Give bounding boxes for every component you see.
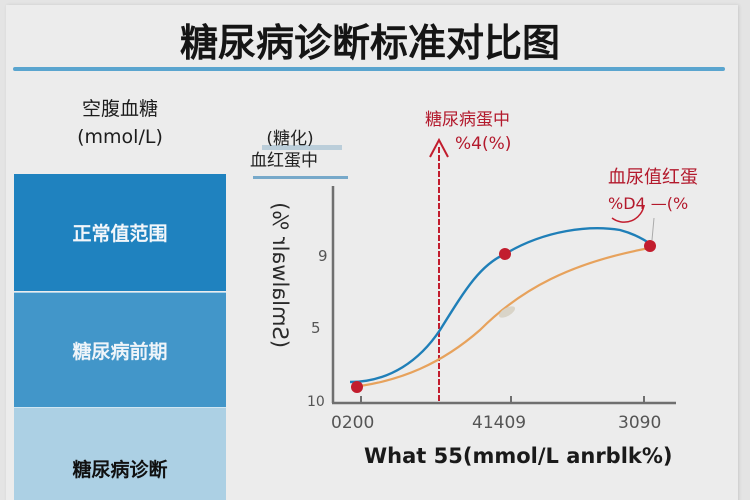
left-column-header: 空腹血糖 (mmol/L): [14, 95, 226, 151]
left-header-line1: 空腹血糖: [81, 98, 158, 120]
highlight-underline: [253, 176, 348, 179]
svg-text:0200: 0200: [331, 413, 374, 433]
svg-text:5: 5: [311, 319, 321, 337]
page-title: 糖尿病诊断标准对比图: [179, 21, 560, 65]
y-top-label-line1: (糖化): [266, 129, 314, 149]
band-normal-range: 正常值范围: [14, 174, 226, 291]
data-marker: [351, 381, 363, 393]
data-marker: [644, 240, 656, 252]
svg-text:3090: 3090: [618, 413, 661, 433]
highlight-stroke: [262, 145, 342, 150]
left-header-line2: (mmol/L): [77, 126, 163, 148]
threshold-annotation: 糖尿病蛋中 %4(%): [425, 108, 511, 156]
y-axis-top-label: (糖化) 血红蛋中: [250, 128, 318, 172]
threshold-annotation-line2: %4(%): [455, 134, 512, 154]
title-divider: [13, 67, 725, 71]
svg-text:41409: 41409: [472, 413, 526, 433]
x-axis-title: What 55(mmol/L anrblk%): [364, 444, 673, 468]
band-diabetes-diagnosis: 糖尿病诊断: [14, 407, 226, 500]
threshold-annotation-line1: 糖尿病蛋中: [425, 110, 510, 130]
data-marker: [499, 248, 511, 260]
arrow-head-icon: [429, 137, 449, 158]
band-prediabetes: 糖尿病前期: [14, 292, 226, 407]
endpoint-annotation-line1: 血尿值红蛋: [608, 167, 698, 188]
svg-text:10: 10: [307, 394, 325, 410]
endpoint-annotation: 血尿值红蛋 %D4 —(%: [608, 165, 698, 217]
svg-text:9: 9: [318, 247, 328, 265]
endpoint-annotation-line2: %D4 —(%: [608, 194, 689, 213]
orange-series: [359, 245, 656, 388]
y-top-label-line2: 血红蛋中: [250, 151, 318, 171]
